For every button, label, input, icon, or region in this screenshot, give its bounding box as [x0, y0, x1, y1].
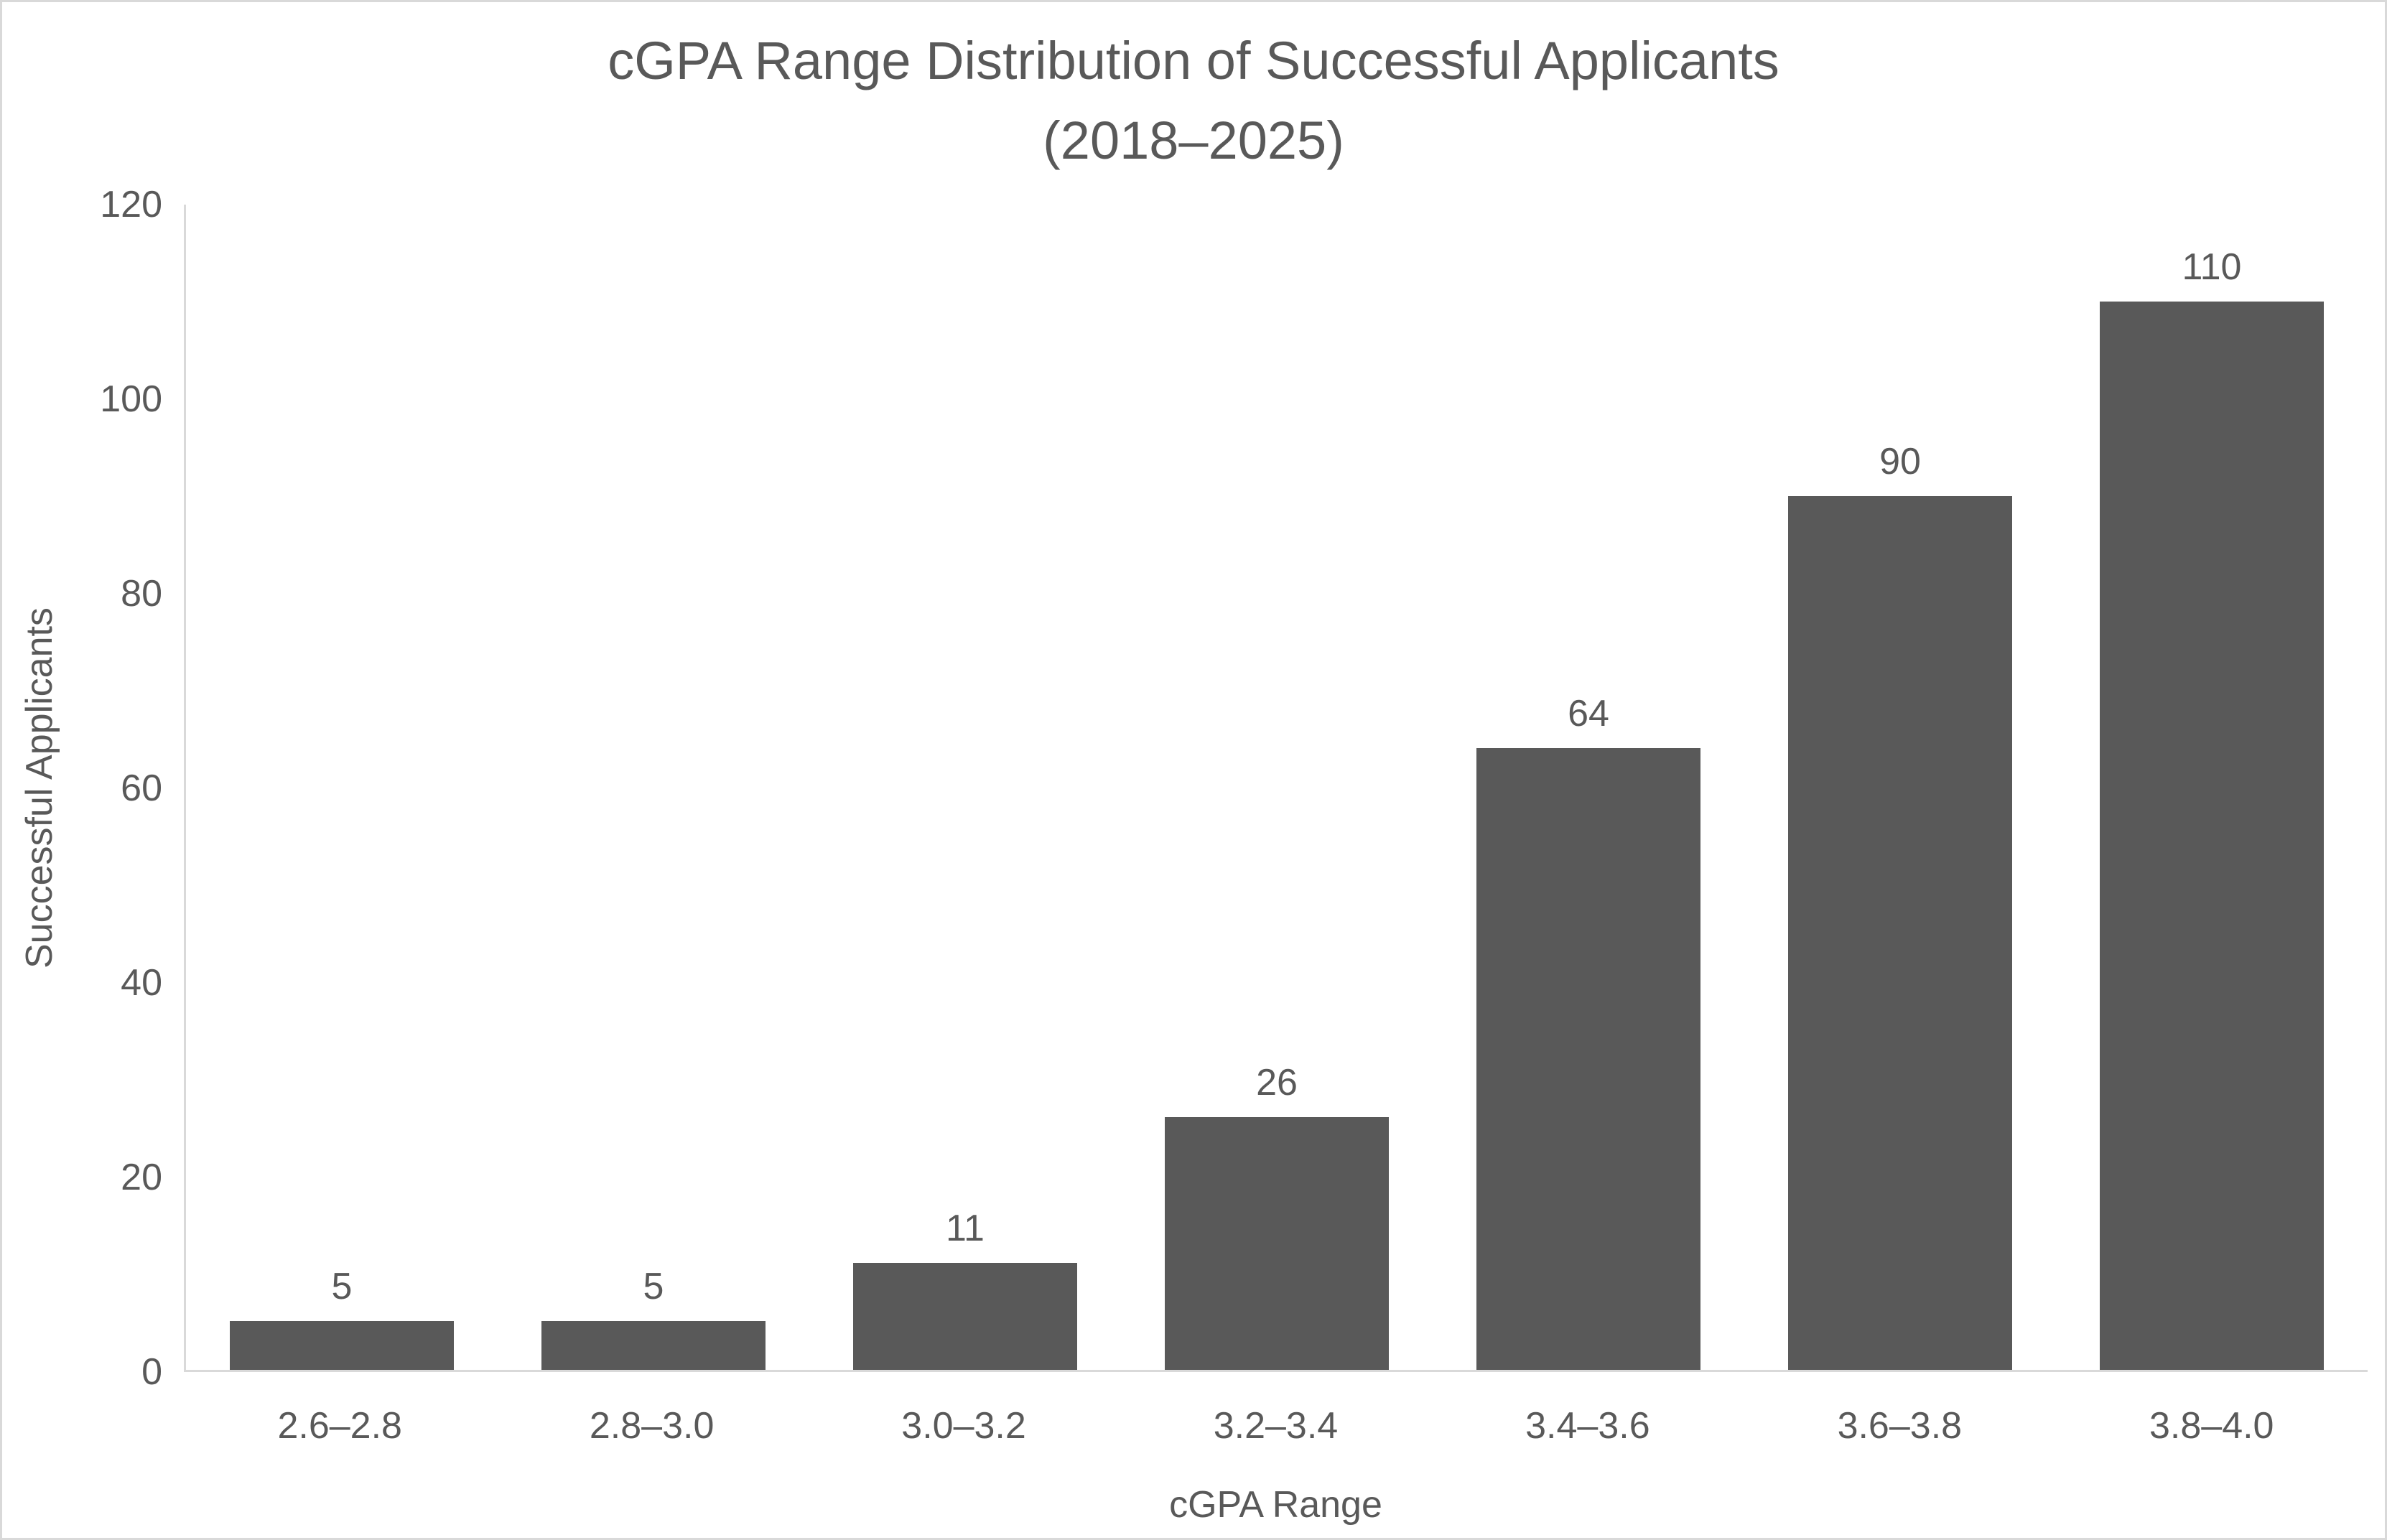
x-axis-tick-labels: 2.6–2.8 2.8–3.0 3.0–3.2 3.2–3.4 3.4–3.6 3.6–3… — [184, 1404, 2368, 1448]
bars-container: 5 5 11 26 64 90 110 — [186, 205, 2368, 1370]
y-tick-label: 0 — [141, 1351, 162, 1393]
bar — [2099, 302, 2325, 1370]
bar-value-label: 110 — [2182, 246, 2242, 289]
bar-value-label: 90 — [1879, 440, 1921, 482]
x-tick-label: 3.6–3.8 — [1837, 1405, 1963, 1447]
bar — [1164, 1117, 1390, 1370]
y-tick-label: 40 — [121, 962, 162, 1004]
bar — [229, 1321, 455, 1370]
x-tick-label: 3.2–3.4 — [1213, 1405, 1339, 1447]
y-axis-tick-labels: 0 20 40 60 80 100 120 — [2, 186, 162, 1391]
plot-area: 5 5 11 26 64 90 110 — [184, 205, 2368, 1372]
bar-slot: 5 — [498, 205, 809, 1370]
bar — [1787, 495, 2013, 1370]
bar-slot: 90 — [1744, 205, 2056, 1370]
bar-slot: 5 — [186, 205, 498, 1370]
bar-value-label: 64 — [1568, 693, 1609, 735]
bar-slot: 26 — [1121, 205, 1433, 1370]
x-tick-label: 3.8–4.0 — [2149, 1405, 2274, 1447]
bar-value-label: 11 — [946, 1208, 985, 1250]
bar — [852, 1263, 1078, 1370]
bar-slot: 64 — [1433, 205, 1744, 1370]
y-tick-label: 120 — [100, 184, 162, 225]
x-tick-label: 2.6–2.8 — [277, 1405, 402, 1447]
x-axis-title: cGPA Range — [1169, 1484, 1382, 1526]
chart-title: cGPA Range Distribution of Successful Ap… — [2, 21, 2385, 180]
bar-slot: 110 — [2056, 205, 2368, 1370]
chart-title-line-2: (2018–2025) — [1043, 111, 1344, 170]
bar — [541, 1321, 766, 1370]
x-tick-label: 2.8–3.0 — [589, 1405, 715, 1447]
chart-title-line-1: cGPA Range Distribution of Successful Ap… — [608, 31, 1779, 90]
y-tick-label: 60 — [121, 767, 162, 809]
bar — [1476, 748, 1701, 1370]
bar-value-label: 5 — [643, 1266, 664, 1308]
bar-value-label: 26 — [1256, 1062, 1298, 1104]
bar-slot: 11 — [809, 205, 1121, 1370]
x-tick-label: 3.4–3.6 — [1525, 1405, 1650, 1447]
y-tick-label: 20 — [121, 1157, 162, 1199]
y-tick-label: 80 — [121, 573, 162, 615]
y-tick-label: 100 — [100, 378, 162, 420]
x-tick-label: 3.0–3.2 — [901, 1405, 1026, 1447]
bar-value-label: 5 — [331, 1266, 353, 1308]
